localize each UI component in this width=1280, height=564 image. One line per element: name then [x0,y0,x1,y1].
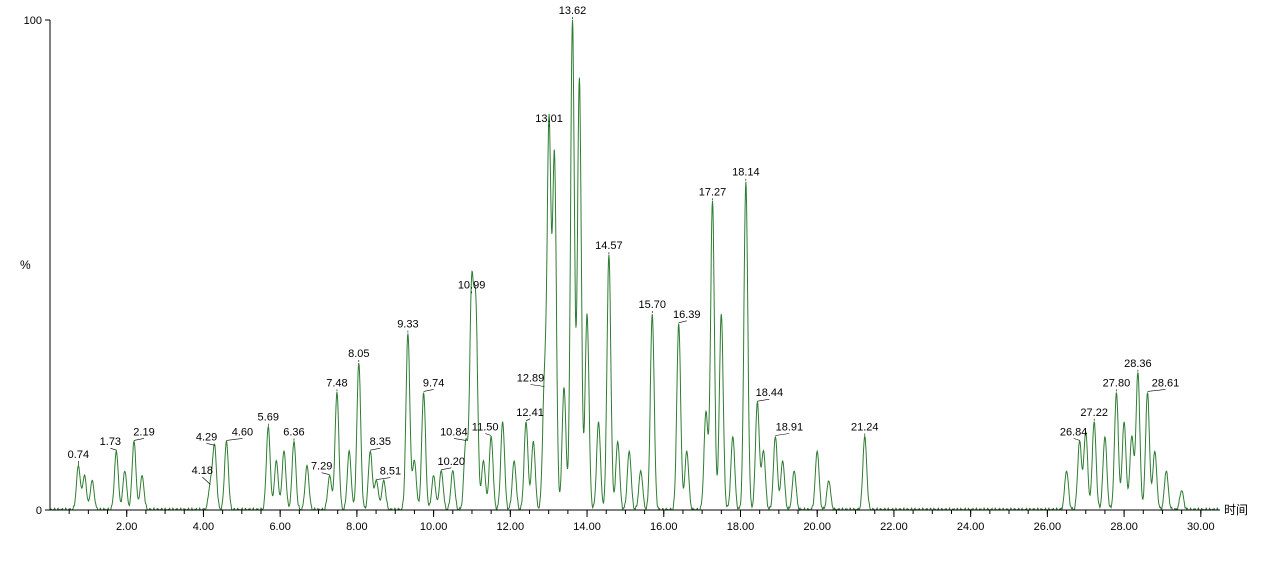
peak-label: 5.69 [258,412,279,424]
peak-leader [679,321,687,323]
peak-leader [441,468,451,470]
peak-label: 0.74 [68,449,89,461]
peak-leader [530,385,544,387]
peak-label: 14.57 [595,240,623,252]
peak-label: 7.48 [326,377,347,389]
peak-label: 12.89 [517,373,545,385]
peak-label: 7.29 [311,461,332,473]
peak-leader [775,434,789,436]
peak-leader [757,399,769,401]
peak-leader [485,434,491,436]
peak-label: 13.01 [535,113,563,125]
peak-label: 6.36 [283,426,304,438]
x-tick-label: 20.00 [803,521,831,533]
peak-label: 28.36 [1124,358,1152,370]
x-tick-label: 12.00 [497,521,525,533]
x-tick-label: 8.00 [346,521,367,533]
x-tick-label: 28.00 [1110,521,1138,533]
peak-leader [454,438,466,440]
peak-label: 18.14 [732,167,760,179]
peak-label: 8.35 [370,436,391,448]
peak-leader [1147,389,1165,391]
peak-leader [134,438,144,440]
x-tick-label: 6.00 [269,521,290,533]
peak-label: 9.74 [423,377,444,389]
x-tick-label: 16.00 [650,521,678,533]
x-tick-label: 2.00 [116,521,137,533]
peak-leader [110,448,116,450]
peak-label: 27.22 [1080,407,1108,419]
y-axis-title: % [20,258,31,272]
peak-leader [526,419,530,421]
peak-label: 11.50 [472,422,499,434]
peak-label: 10.84 [440,426,468,438]
y-tick-label: 0 [36,505,42,517]
peak-label: 8.51 [380,466,401,478]
peak-label: 17.27 [699,186,727,198]
x-axis-title: 时间 [1224,503,1248,517]
x-tick-label: 14.00 [573,521,601,533]
peak-leader [424,389,434,391]
x-tick-label: 4.00 [193,521,214,533]
peak-leader [322,473,330,475]
chromatogram-svg: 0 100% 2.00 4.00 6.00 8.00 10.00 12.00 14.00 16.0… [0,0,1280,564]
peak-label: 21.24 [851,422,879,434]
peak-leader [202,477,210,485]
peak-label: 27.80 [1103,377,1131,389]
x-tick-label: 10.00 [420,521,448,533]
peak-leader [370,448,380,450]
peak-label: 28.61 [1152,377,1180,389]
peak-label: 8.05 [348,348,369,360]
peak-label: 12.41 [516,407,544,419]
chromatogram-chart: 0 100% 2.00 4.00 6.00 8.00 10.00 12.00 14.00 16.0… [0,0,1280,564]
y-tick-label: 100 [24,15,42,27]
peak-label: 18.44 [756,387,784,399]
peak-label: 4.29 [196,431,217,443]
peak-label: 1.73 [100,436,121,448]
peak-label: 26.84 [1060,426,1088,438]
peak-label: 9.33 [397,319,418,331]
x-tick-label: 22.00 [880,521,908,533]
peak-leader [226,438,242,440]
peak-label: 10.99 [458,279,486,291]
x-tick-label: 24.00 [957,521,985,533]
peak-label: 18.91 [776,422,804,434]
peak-leader [207,443,215,445]
peak-label: 10.20 [438,456,466,468]
peak-label: 4.60 [232,426,253,438]
x-tick-label: 26.00 [1034,521,1062,533]
x-tick-label: 30.00 [1187,521,1215,533]
chromatogram-trace [50,20,1220,510]
peak-label: 15.70 [638,299,666,311]
peak-label: 13.62 [559,5,587,17]
x-tick-label: 18.00 [727,521,755,533]
peak-label: 16.39 [673,309,701,321]
peak-label: 2.19 [133,426,154,438]
peak-label: 4.18 [192,465,213,477]
peak-leader [1074,438,1080,440]
